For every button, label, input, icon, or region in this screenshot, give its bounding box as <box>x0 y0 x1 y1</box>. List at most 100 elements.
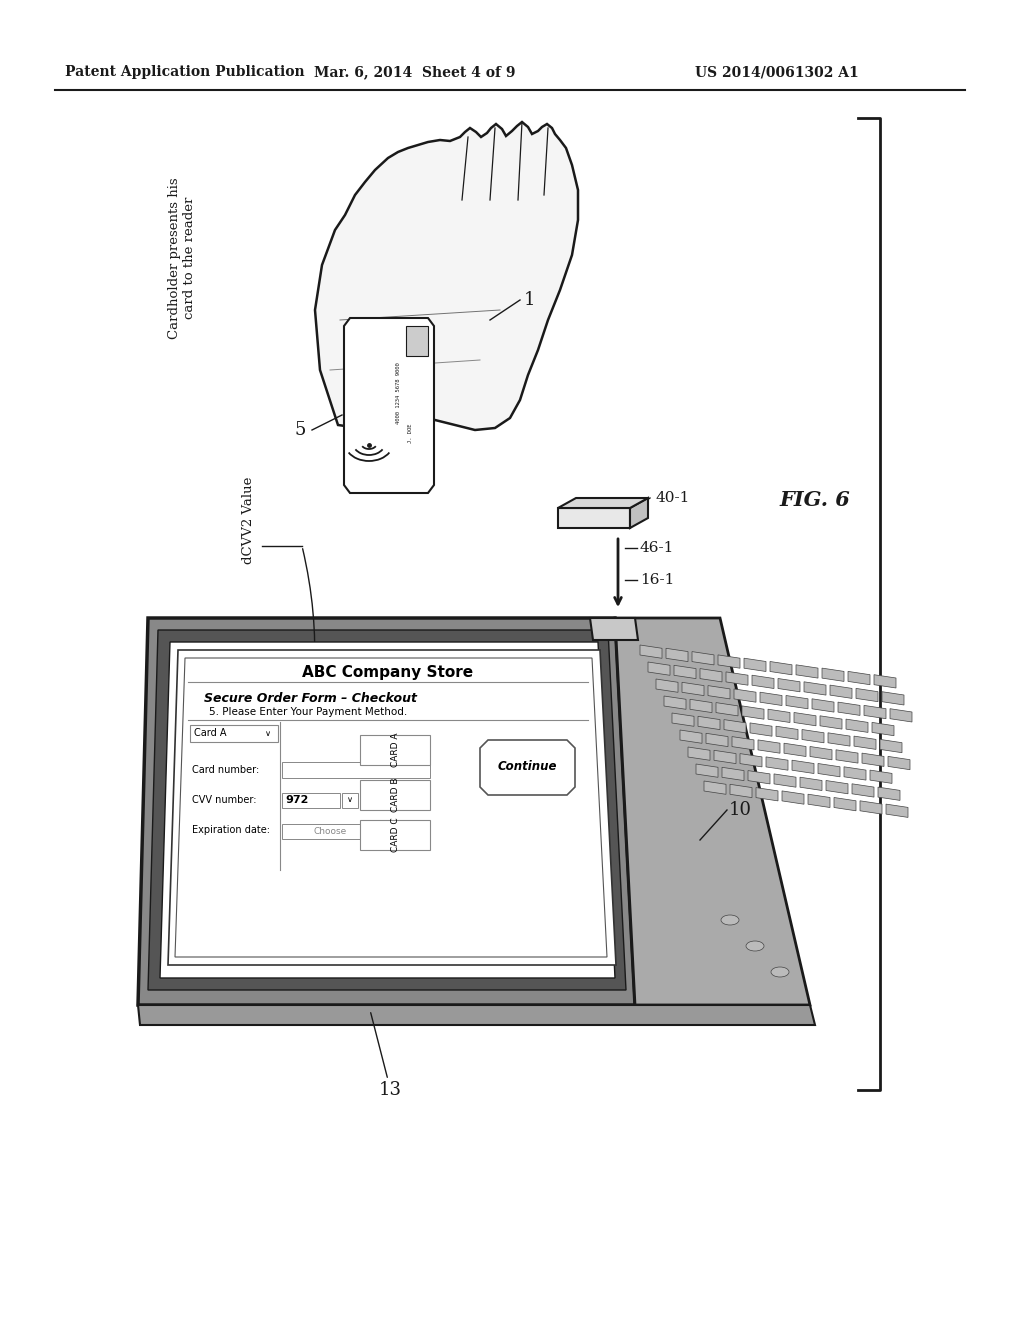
Polygon shape <box>784 743 806 756</box>
Polygon shape <box>826 780 848 793</box>
Polygon shape <box>856 689 878 702</box>
Polygon shape <box>726 672 748 685</box>
Polygon shape <box>862 754 884 767</box>
Text: 13: 13 <box>379 1081 401 1100</box>
Polygon shape <box>760 692 782 705</box>
Polygon shape <box>752 676 774 689</box>
Text: 4000 1234 5678 9000: 4000 1234 5678 9000 <box>396 362 401 424</box>
Polygon shape <box>406 326 428 356</box>
Text: CARD B: CARD B <box>390 777 399 812</box>
Polygon shape <box>282 793 340 808</box>
Polygon shape <box>148 630 626 990</box>
Polygon shape <box>758 741 780 754</box>
Polygon shape <box>666 648 688 661</box>
Text: J. DOE: J. DOE <box>409 424 414 442</box>
Polygon shape <box>860 801 882 814</box>
Polygon shape <box>672 713 694 726</box>
Polygon shape <box>770 661 792 675</box>
Text: 972: 972 <box>285 795 308 805</box>
Ellipse shape <box>771 968 790 977</box>
Polygon shape <box>812 698 834 711</box>
Text: FIG. 6: FIG. 6 <box>779 490 850 510</box>
Ellipse shape <box>746 941 764 950</box>
Polygon shape <box>714 750 736 763</box>
Polygon shape <box>664 696 686 709</box>
Polygon shape <box>282 824 380 840</box>
Text: CARD C: CARD C <box>390 817 399 853</box>
Polygon shape <box>558 498 648 508</box>
Polygon shape <box>722 767 744 780</box>
Polygon shape <box>828 733 850 746</box>
Polygon shape <box>834 797 856 810</box>
Polygon shape <box>864 705 886 718</box>
Text: CVV number:: CVV number: <box>193 795 256 805</box>
Polygon shape <box>656 678 678 692</box>
Text: Card number:: Card number: <box>193 766 259 775</box>
Polygon shape <box>848 672 870 685</box>
Polygon shape <box>590 618 638 640</box>
Text: 5. Please Enter Your Payment Method.: 5. Please Enter Your Payment Method. <box>209 708 408 717</box>
Text: Mar. 6, 2014  Sheet 4 of 9: Mar. 6, 2014 Sheet 4 of 9 <box>314 65 516 79</box>
Text: Cardholder presents his
card to the reader: Cardholder presents his card to the read… <box>168 177 196 339</box>
Polygon shape <box>820 715 842 729</box>
Polygon shape <box>640 645 662 659</box>
Polygon shape <box>778 678 800 692</box>
Polygon shape <box>558 508 630 528</box>
Polygon shape <box>700 669 722 682</box>
Polygon shape <box>315 121 578 430</box>
Polygon shape <box>734 689 756 702</box>
Polygon shape <box>682 682 705 696</box>
Polygon shape <box>830 685 852 698</box>
Polygon shape <box>716 702 738 715</box>
Text: ∨: ∨ <box>265 729 271 738</box>
Polygon shape <box>810 747 831 760</box>
Polygon shape <box>796 665 818 678</box>
Text: 46-1: 46-1 <box>640 541 675 554</box>
Polygon shape <box>750 723 772 737</box>
Polygon shape <box>776 726 798 739</box>
Polygon shape <box>786 696 808 709</box>
Polygon shape <box>756 788 778 801</box>
Text: 40-1: 40-1 <box>655 491 689 506</box>
Polygon shape <box>872 722 894 735</box>
Polygon shape <box>360 735 430 766</box>
Text: Card A: Card A <box>194 729 226 738</box>
Polygon shape <box>344 318 434 492</box>
Text: Continue: Continue <box>498 760 557 774</box>
Polygon shape <box>822 668 844 681</box>
Polygon shape <box>768 709 790 722</box>
Polygon shape <box>690 700 712 713</box>
Polygon shape <box>802 730 824 743</box>
Polygon shape <box>732 737 754 750</box>
Polygon shape <box>836 750 858 763</box>
Polygon shape <box>774 774 796 787</box>
Text: Secure Order Form – Checkout: Secure Order Form – Checkout <box>204 692 417 705</box>
Polygon shape <box>878 787 900 800</box>
Text: ∨: ∨ <box>347 796 353 804</box>
Polygon shape <box>744 659 766 672</box>
Polygon shape <box>890 709 912 722</box>
Polygon shape <box>706 734 728 747</box>
Polygon shape <box>854 737 876 750</box>
Polygon shape <box>615 618 810 1005</box>
Polygon shape <box>688 747 710 760</box>
Polygon shape <box>888 756 910 770</box>
Text: ABC Company Store: ABC Company Store <box>302 665 473 681</box>
Polygon shape <box>708 685 730 698</box>
Polygon shape <box>718 655 740 668</box>
Polygon shape <box>138 1005 815 1026</box>
Polygon shape <box>740 754 762 767</box>
Text: Expiration date:: Expiration date: <box>193 825 270 836</box>
Polygon shape <box>886 804 908 817</box>
Polygon shape <box>160 642 615 978</box>
Polygon shape <box>190 725 278 742</box>
Text: 1: 1 <box>524 290 536 309</box>
Text: Patent Application Publication: Patent Application Publication <box>65 65 304 79</box>
Text: dCVV2 Value: dCVV2 Value <box>242 477 255 564</box>
Polygon shape <box>730 784 752 797</box>
Polygon shape <box>168 649 616 965</box>
Polygon shape <box>742 706 764 719</box>
Polygon shape <box>696 764 718 777</box>
Polygon shape <box>360 780 430 810</box>
Polygon shape <box>874 675 896 688</box>
